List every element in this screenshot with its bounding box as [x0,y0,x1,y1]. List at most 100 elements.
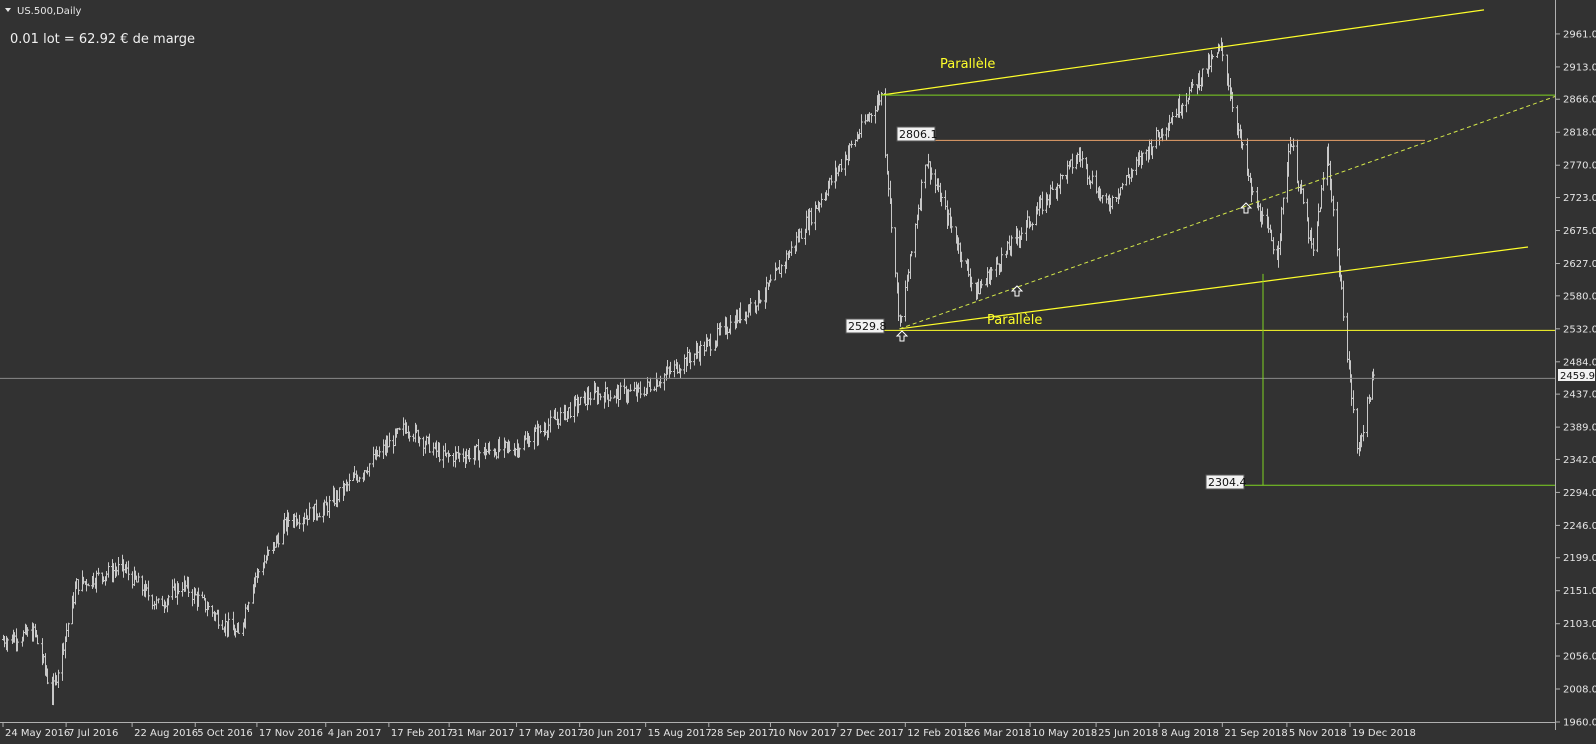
ohlc-bar [348,473,351,491]
ohlc-bar [900,315,903,323]
ohlc-bar [950,216,953,233]
ohlc-bar [318,512,321,518]
ohlc-bar [408,431,411,442]
x-tick-label: 25 Jun 2018 [1098,728,1158,739]
drawing-objects [0,9,1556,486]
ohlc-bar [930,167,933,180]
y-tick-label: 2389.0 [1563,423,1596,434]
x-tick-label: 17 May 2017 [519,728,584,739]
ohlc-bar [468,448,471,463]
x-tick-label: 24 May 2016 [5,728,70,739]
channel-lower-line [899,246,1529,330]
ohlc-bar [87,583,90,587]
x-tick-label: 21 Sep 2018 [1224,728,1287,739]
ohlc-bar [1302,188,1305,205]
x-tick-label: 26 Mar 2018 [968,728,1031,739]
ohlc-bar [699,340,702,366]
ohlc-bar [759,299,762,304]
ohlc-bar [57,669,60,688]
x-tick-label: 4 Jan 2017 [328,728,382,739]
ohlc-bar [1020,227,1023,240]
x-tick-label: 17 Feb 2017 [391,728,453,739]
ohlc-bar [970,276,973,292]
svg-text:2459.9: 2459.9 [1560,371,1595,382]
ohlc-bar [850,140,853,148]
x-tick-label: 10 May 2018 [1032,728,1097,739]
ohlc-bar [1131,169,1134,178]
y-tick-label: 2961.0 [1563,29,1596,40]
ohlc-bar [719,322,722,336]
y-tick-label: 2580.0 [1563,291,1596,302]
ohlc-bar [1111,195,1114,210]
ohlc-bar [1201,68,1204,87]
ohlc-bar [559,407,562,426]
ohlc-bar [1051,181,1054,190]
x-tick-label: 7 Jul 2016 [68,728,118,739]
svg-text:2304.4: 2304.4 [1208,476,1247,489]
ohlc-bar [980,279,983,289]
ohlc-bar [549,410,552,433]
y-tick-label: 2723.0 [1563,193,1596,204]
ohlc-bar [77,579,80,595]
y-tick-label: 2342.0 [1563,455,1596,466]
ohlc-bar [418,436,421,447]
dashed-trendline [899,96,1556,330]
ohlc-bar [1241,142,1244,150]
ohlc-bar [308,502,311,520]
ohlc-bar [237,622,240,634]
ohlc-bar [227,612,230,637]
ohlc-bar [107,562,110,578]
ohlc-bar [579,396,582,406]
x-tick-label: 19 Dec 2018 [1352,728,1416,739]
ohlc-bar [1141,152,1144,166]
ohlc-bar [207,602,210,610]
ohlc-bar [458,452,461,463]
ohlc-bar [247,601,250,613]
ohlc-bar [639,381,642,399]
ohlc-bar [619,382,622,401]
level-label-2529: 2529.8 [845,318,887,334]
ohlc-bar [1101,195,1104,204]
ohlc-bar [820,193,823,208]
x-tick-label: 28 Sep 2017 [711,728,774,739]
ohlc-bar [880,92,883,106]
ohlc-bar [257,568,260,579]
x-tick-label: 12 Feb 2018 [907,728,969,739]
ohlc-bars [2,37,1375,706]
y-tick-label: 2675.0 [1563,226,1596,237]
ohlc-bar [167,594,170,606]
ohlc-bar [1191,79,1194,88]
y-tick-label: 2818.0 [1563,128,1596,139]
y-tick-label: 2199.0 [1563,553,1596,564]
ohlc-bar [539,425,542,434]
ohlc-bar [960,251,963,268]
ohlc-bar [599,393,602,401]
ohlc-bar [679,368,682,379]
x-tick-label: 31 Mar 2017 [451,728,514,739]
ohlc-bar [16,638,19,652]
ohlc-bar [669,361,672,375]
ohlc-bar [46,668,49,685]
ohlc-bar [398,427,401,431]
ohlc-bar [940,192,943,207]
ohlc-bar [609,390,612,402]
ohlc-bar [709,333,712,356]
y-tick-label: 2770.0 [1563,161,1596,172]
svg-text:2806.1: 2806.1 [899,128,938,141]
y-tick-label: 2056.0 [1563,652,1596,663]
parallel-label-lower: Parallèle [987,313,1042,328]
symbol-menu-icon[interactable] [5,8,11,12]
ohlc-bar [1081,151,1084,168]
current-price-label: 2459.9 [1558,369,1595,382]
y-tick-label: 2008.0 [1563,685,1596,696]
ohlc-bar [478,450,481,468]
ohlc-bar [1061,174,1064,180]
ohlc-bar [67,622,70,638]
ohlc-bar [659,375,662,389]
ohlc-bar [1312,237,1315,257]
ohlc-bar [1342,280,1345,321]
ohlc-bar [428,433,431,453]
ohlc-bar [729,314,732,335]
ohlc-bar [127,560,130,581]
